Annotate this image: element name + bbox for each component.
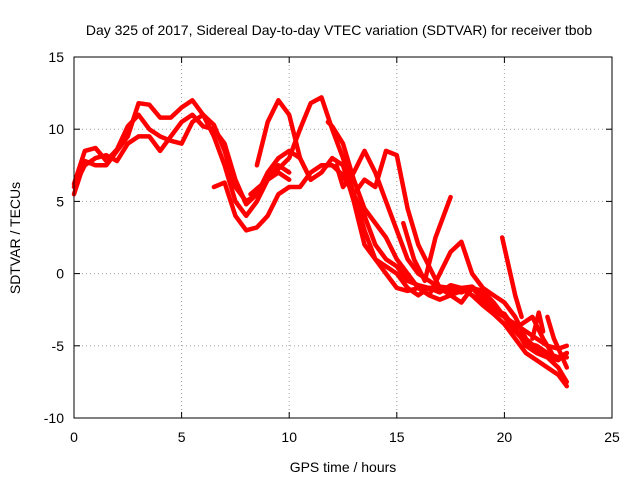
y-tick-label: 0 [56,266,64,282]
plot-frame [73,56,613,419]
series-line-track-8 [334,148,507,317]
x-tick-label: 25 [604,429,620,445]
series-line-track-13 [519,314,554,356]
series-line-track-14 [530,310,546,341]
y-tick-label: 5 [56,193,64,209]
series-line-track-10 [401,194,453,284]
x-axis-label: GPS time / hours [290,459,397,475]
y-tick-label: 15 [48,49,64,65]
chart-title: Day 325 of 2017, Sidereal Day-to-day VTE… [86,22,593,38]
x-tick-label: 15 [389,429,405,445]
series-line-track-3 [71,98,292,219]
series-line-track-12 [499,235,524,320]
series-layer [71,95,570,389]
y-axis-label: SDTVAR / TECUs [7,182,23,294]
x-tick-label: 5 [178,429,186,445]
series-line-track-15 [545,314,570,370]
y-tick-labels: -10 -5 0 5 10 15 [44,49,64,426]
tick-marks [73,56,613,419]
y-tick-label: -5 [52,338,65,354]
x-tick-label: 10 [281,429,297,445]
series-line-track-11 [426,239,570,360]
x-tick-labels: 0 5 10 15 20 25 [70,429,620,445]
x-tick-label: 20 [497,429,513,445]
y-tick-label: -10 [44,410,64,426]
series-line-track-7 [325,119,570,385]
y-tick-label: 10 [48,121,64,137]
x-tick-label: 0 [70,429,78,445]
